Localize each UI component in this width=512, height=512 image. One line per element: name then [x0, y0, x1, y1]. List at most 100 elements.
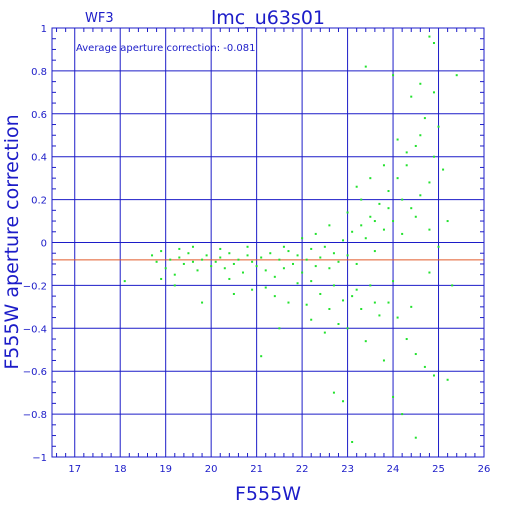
data-point — [414, 215, 417, 218]
data-point — [273, 275, 276, 278]
data-point — [273, 295, 276, 298]
data-point — [382, 164, 385, 167]
data-point — [310, 280, 313, 283]
x-tick-label: 24 — [387, 464, 400, 475]
data-point — [160, 277, 163, 280]
y-tick-label: 0.2 — [31, 196, 47, 207]
data-point — [428, 181, 431, 184]
data-point — [182, 262, 185, 265]
data-point — [401, 232, 404, 235]
y-tick-label: 1 — [41, 24, 47, 35]
data-point — [155, 260, 158, 263]
data-point — [305, 258, 308, 261]
y-tick-label: 0.6 — [31, 110, 47, 121]
data-point — [378, 202, 381, 205]
data-point — [123, 280, 126, 283]
data-point — [432, 42, 435, 45]
data-point — [396, 316, 399, 319]
y-tick-label: −0.4 — [23, 324, 47, 335]
data-point — [446, 378, 449, 381]
data-point — [442, 168, 445, 171]
data-point — [428, 35, 431, 38]
data-point — [351, 230, 354, 233]
data-point — [369, 284, 372, 287]
data-point — [337, 323, 340, 326]
data-point — [310, 318, 313, 321]
x-tick-label: 17 — [68, 464, 81, 475]
y-tick-label: 0 — [41, 239, 47, 250]
data-point — [223, 267, 226, 270]
data-point — [423, 365, 426, 368]
data-point — [342, 299, 345, 302]
data-point — [296, 254, 299, 257]
x-axis-ticks: 17 18 19 20 21 22 23 24 25 26 — [56, 28, 490, 475]
data-point — [387, 207, 390, 210]
data-point — [278, 258, 281, 261]
data-point — [392, 74, 395, 77]
chart-title: lmc_u63s01 — [211, 7, 325, 29]
data-point — [405, 338, 408, 341]
data-point — [410, 305, 413, 308]
data-point — [364, 340, 367, 343]
data-point — [196, 269, 199, 272]
data-point — [378, 314, 381, 317]
data-point — [201, 301, 204, 304]
y-axis-label: F555W aperture correction — [1, 114, 23, 369]
data-point — [419, 134, 422, 137]
data-point — [414, 436, 417, 439]
data-point — [401, 198, 404, 201]
data-point — [382, 359, 385, 362]
data-point — [332, 391, 335, 394]
data-point — [373, 220, 376, 223]
data-point — [328, 307, 331, 310]
data-point — [423, 117, 426, 120]
data-point — [210, 265, 213, 268]
data-point — [201, 258, 204, 261]
average-correction-annotation: Average aperture correction: -0.081 — [76, 43, 256, 54]
data-point — [437, 245, 440, 248]
data-point — [282, 267, 285, 270]
data-point — [360, 307, 363, 310]
data-point — [319, 292, 322, 295]
data-point — [432, 155, 435, 158]
data-point — [205, 254, 208, 257]
data-point — [351, 440, 354, 443]
data-point — [160, 250, 163, 253]
data-point — [446, 220, 449, 223]
data-point — [173, 284, 176, 287]
data-point — [178, 256, 181, 259]
data-point — [251, 260, 254, 263]
data-point — [278, 327, 281, 330]
data-point — [332, 252, 335, 255]
data-point — [451, 284, 454, 287]
data-point — [373, 250, 376, 253]
y-tick-label: −1 — [32, 453, 47, 464]
data-point — [355, 185, 358, 188]
data-point — [219, 247, 222, 250]
data-point — [310, 247, 313, 250]
data-point — [342, 400, 345, 403]
data-point — [432, 374, 435, 377]
data-point — [214, 260, 217, 263]
data-point — [301, 271, 304, 274]
data-point — [437, 125, 440, 128]
x-tick-label: 19 — [159, 464, 172, 475]
data-point — [260, 355, 263, 358]
data-point — [264, 269, 267, 272]
data-point — [264, 286, 267, 289]
y-tick-label: 0.4 — [31, 153, 47, 164]
data-point — [255, 265, 258, 268]
data-point — [314, 265, 317, 268]
data-point — [396, 138, 399, 141]
data-point — [387, 301, 390, 304]
data-point — [305, 303, 308, 306]
data-point — [337, 260, 340, 263]
data-point — [355, 262, 358, 265]
data-point — [178, 247, 181, 250]
x-tick-label: 25 — [432, 464, 445, 475]
data-point — [323, 331, 326, 334]
data-point — [287, 301, 290, 304]
data-point — [301, 237, 304, 240]
data-point — [191, 245, 194, 248]
data-point — [387, 190, 390, 193]
